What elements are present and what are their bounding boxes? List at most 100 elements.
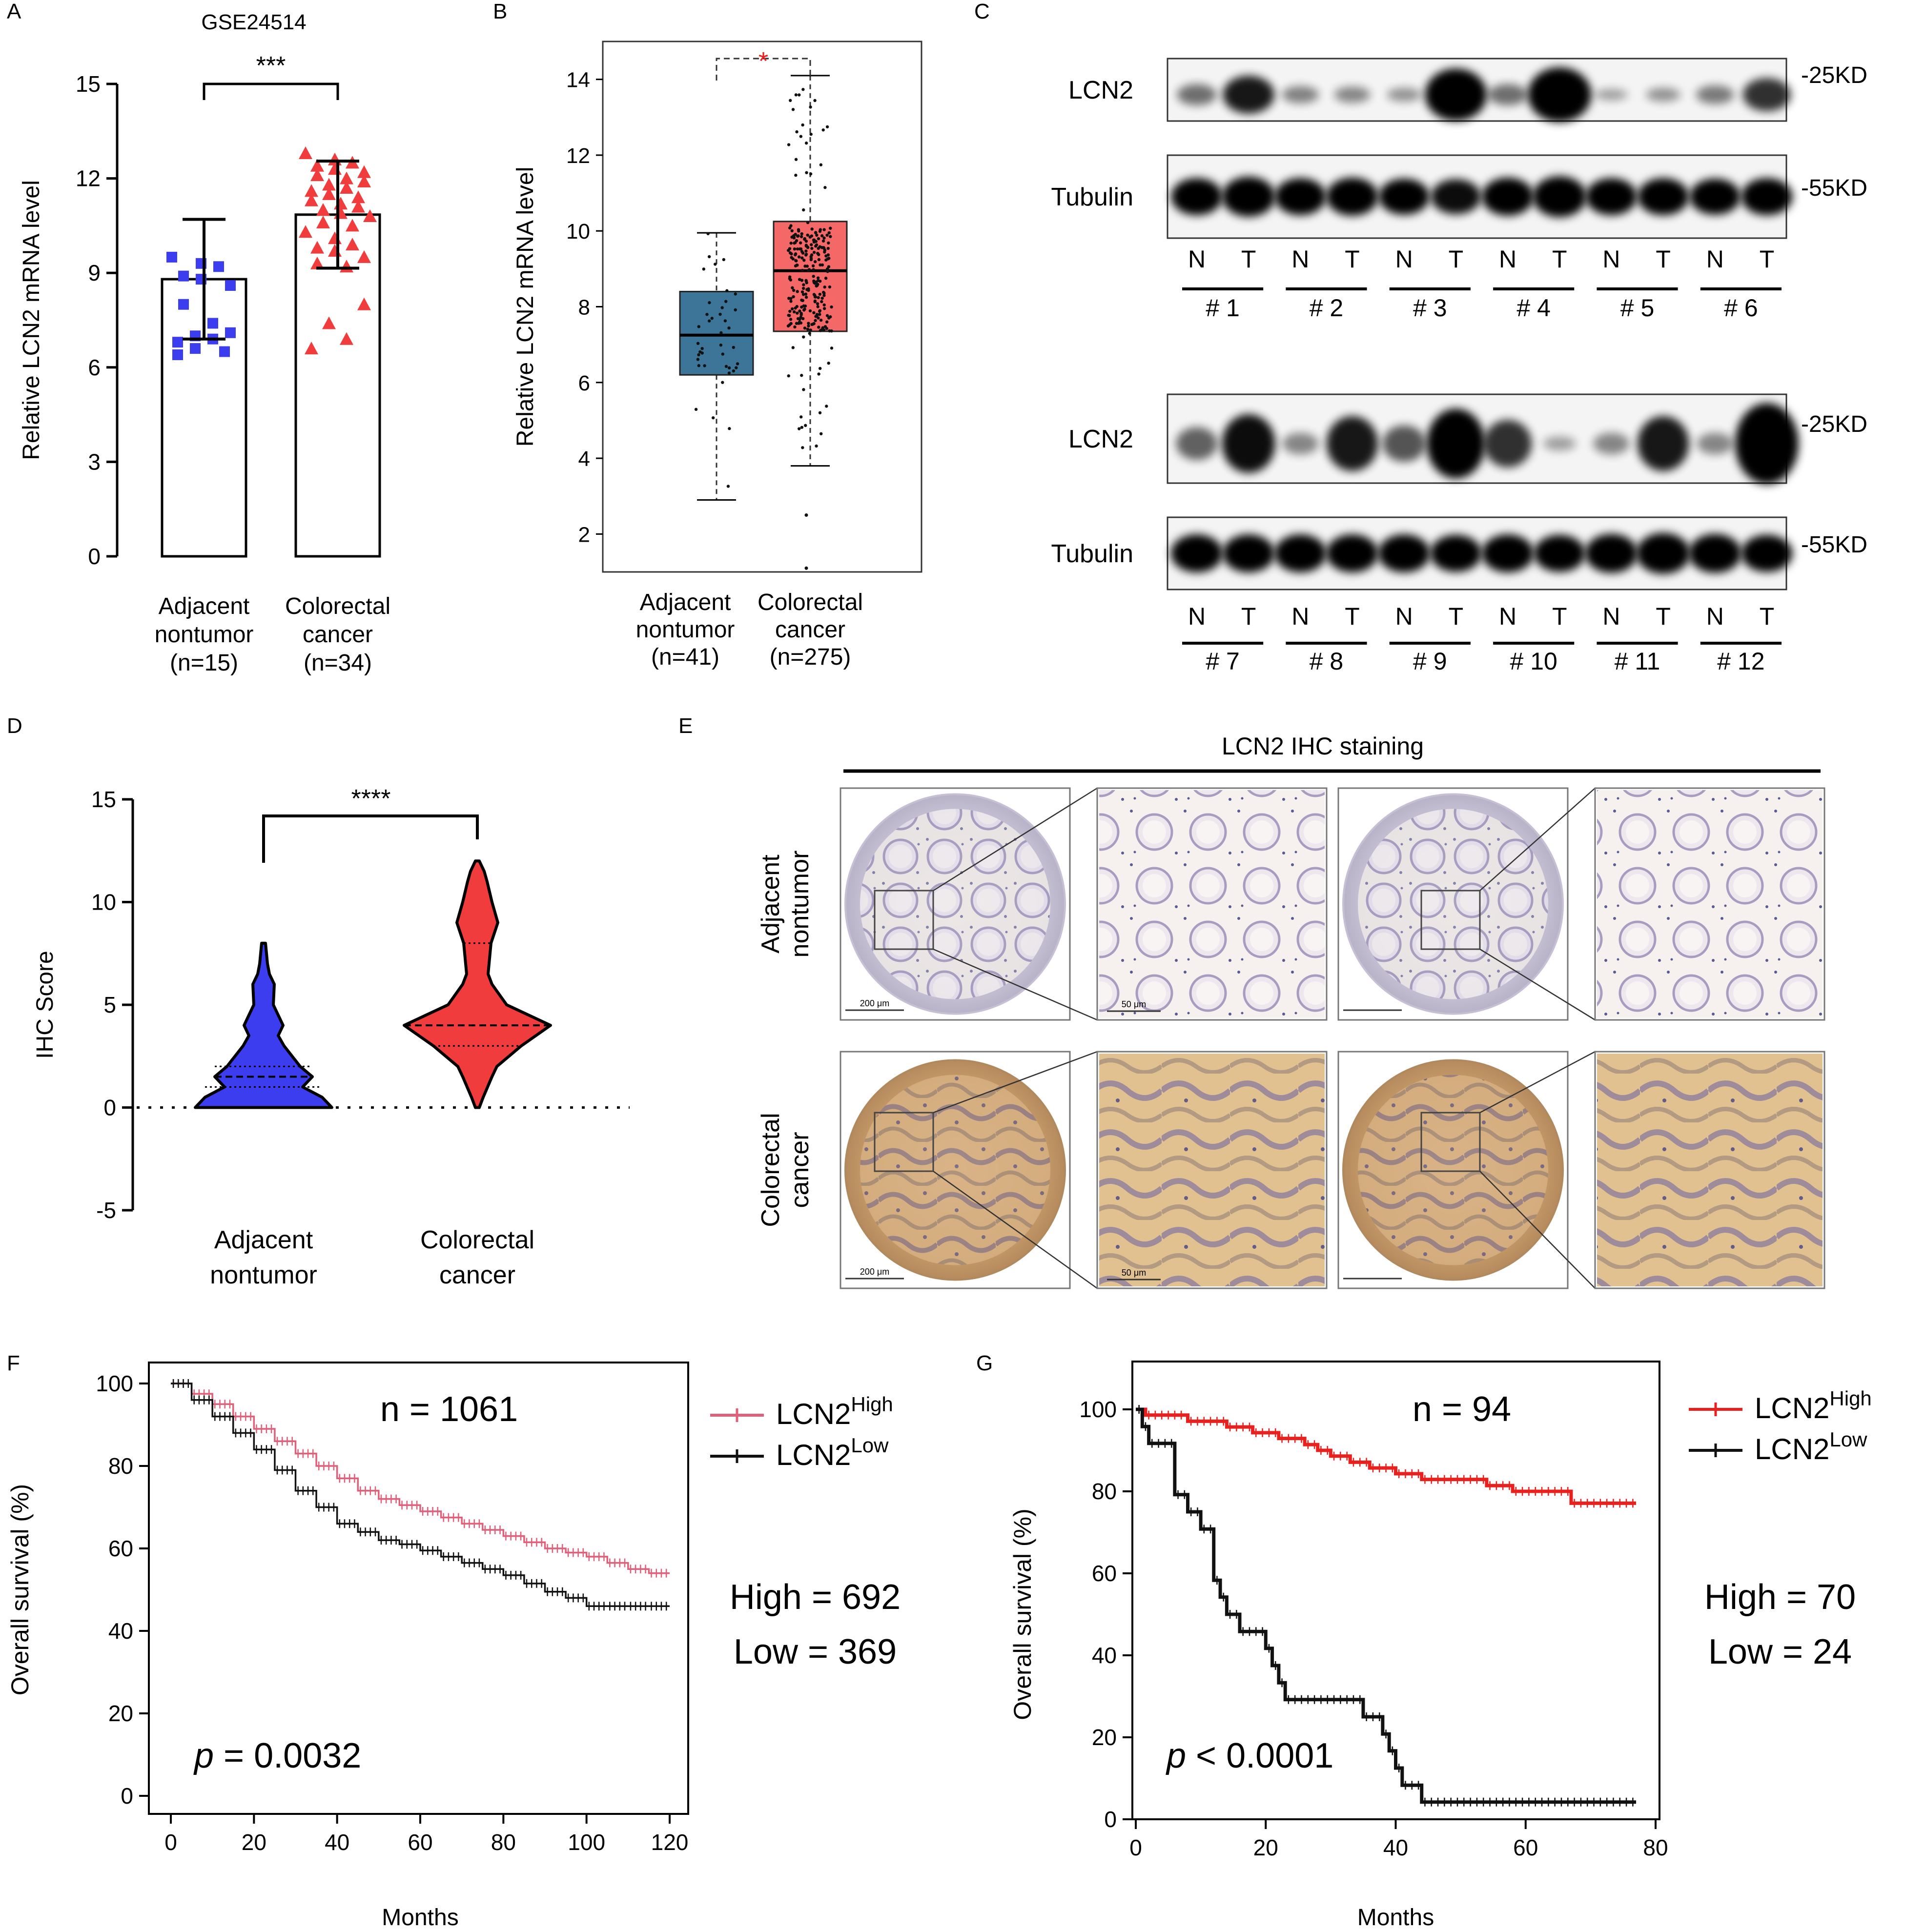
data-point <box>822 228 826 231</box>
data-point <box>820 328 823 332</box>
blot-band <box>1585 178 1637 215</box>
data-point <box>798 255 801 259</box>
data-point <box>788 277 792 281</box>
data-point <box>787 143 791 146</box>
data-point <box>705 313 709 316</box>
data-point <box>822 328 826 332</box>
y-axis-label: Overall survival (%) <box>1009 1508 1036 1720</box>
panel-c-western-blot: LCN2 -25KD Tubulin -55KD LCN2 -25KD Tubulin -55… <box>1051 58 1867 675</box>
x-category-label: Colorectal <box>420 1226 534 1254</box>
data-point <box>788 251 792 255</box>
data-point <box>305 342 318 355</box>
box <box>773 221 848 332</box>
data-point <box>710 317 714 320</box>
x-axis-label: Months <box>1357 1905 1434 1931</box>
data-point <box>732 346 736 349</box>
y-tick-label: 8 <box>578 296 590 320</box>
data-point <box>813 260 817 264</box>
data-point <box>351 200 365 213</box>
data-point <box>808 309 812 313</box>
data-point <box>299 146 312 159</box>
panel-g-kaplan-meier: 0 20 40 60 80 0 20 40 60 80 100 Months Overall survi… <box>1009 1361 1872 1931</box>
data-point <box>310 241 324 254</box>
panel-label-b: B <box>493 0 507 23</box>
data-point <box>702 267 706 271</box>
data-point <box>827 257 831 260</box>
legend-label: LCN2Low <box>776 1434 889 1471</box>
data-point <box>166 251 177 263</box>
blot-band <box>1689 534 1741 573</box>
ihc-zoom-image <box>1597 790 1823 1018</box>
data-point <box>815 444 818 448</box>
data-point <box>727 371 731 375</box>
ihc-row-label: cancer <box>786 1132 814 1208</box>
data-point <box>788 309 792 313</box>
scale-label: 50 μm <box>1122 999 1146 1009</box>
data-point <box>696 342 700 345</box>
y-tick-label: 0 <box>1104 1807 1117 1832</box>
data-point <box>305 193 318 206</box>
data-point <box>310 256 324 269</box>
data-point <box>788 99 792 102</box>
sample-label: # 8 <box>1310 648 1344 675</box>
sample-label: # 1 <box>1206 294 1240 322</box>
data-point <box>814 319 817 323</box>
data-point <box>821 128 825 132</box>
blot-band <box>1223 534 1275 572</box>
data-point <box>801 286 805 290</box>
data-point <box>820 263 824 267</box>
sample-label: # 4 <box>1516 294 1551 322</box>
lane-label-t: T <box>1449 245 1464 273</box>
data-point <box>805 264 809 268</box>
data-point <box>225 327 236 338</box>
blot-band <box>1170 534 1223 572</box>
blot-marker-label: -55KD <box>1801 175 1867 201</box>
y-tick-label: 0 <box>121 1783 133 1809</box>
panel-label-a: A <box>7 0 21 23</box>
data-point <box>817 296 820 299</box>
blot-band <box>1274 534 1327 572</box>
data-point <box>803 237 806 241</box>
y-tick-label: 3 <box>88 449 101 474</box>
data-point <box>727 326 731 330</box>
panel-f-kaplan-meier: 0 20 40 60 80 100 120 0 20 40 60 80 100 Months Overall… <box>6 1362 901 1931</box>
data-point <box>822 294 826 297</box>
data-point <box>798 427 801 430</box>
survival-curve <box>171 1383 670 1574</box>
data-point <box>816 276 820 280</box>
blot-band <box>1696 85 1734 104</box>
y-tick-label: 4 <box>578 447 590 471</box>
data-point <box>711 416 715 420</box>
data-point <box>807 268 811 271</box>
data-point <box>827 241 830 245</box>
data-point <box>796 311 799 315</box>
data-point <box>801 299 804 303</box>
blot-protein-label: LCN2 <box>1068 76 1133 104</box>
blot-band <box>1177 84 1217 105</box>
y-tick-label: 6 <box>578 371 590 395</box>
blot-band <box>1638 178 1689 215</box>
blot-band <box>1326 534 1378 572</box>
data-point <box>818 313 821 316</box>
panel-label-e: E <box>678 714 693 738</box>
y-tick-label: 40 <box>1092 1643 1117 1668</box>
ihc-tissue-texture <box>860 809 1050 999</box>
ihc-zoom-box <box>1420 890 1481 950</box>
ihc-zoom-connector <box>1479 788 1596 891</box>
data-point <box>190 343 201 354</box>
data-point <box>727 366 731 370</box>
blot-protein-label: Tubulin <box>1051 540 1133 568</box>
data-point <box>812 250 816 254</box>
data-point <box>807 324 810 328</box>
data-point <box>795 322 799 325</box>
sample-label: # 9 <box>1413 648 1447 675</box>
data-point <box>346 238 359 251</box>
data-point <box>725 289 729 292</box>
data-point <box>797 228 800 231</box>
data-point <box>810 253 814 257</box>
x-tick-label: 80 <box>491 1830 516 1855</box>
data-point <box>813 299 817 303</box>
n-count-label: n = 1061 <box>380 1390 518 1429</box>
data-point <box>819 163 823 166</box>
